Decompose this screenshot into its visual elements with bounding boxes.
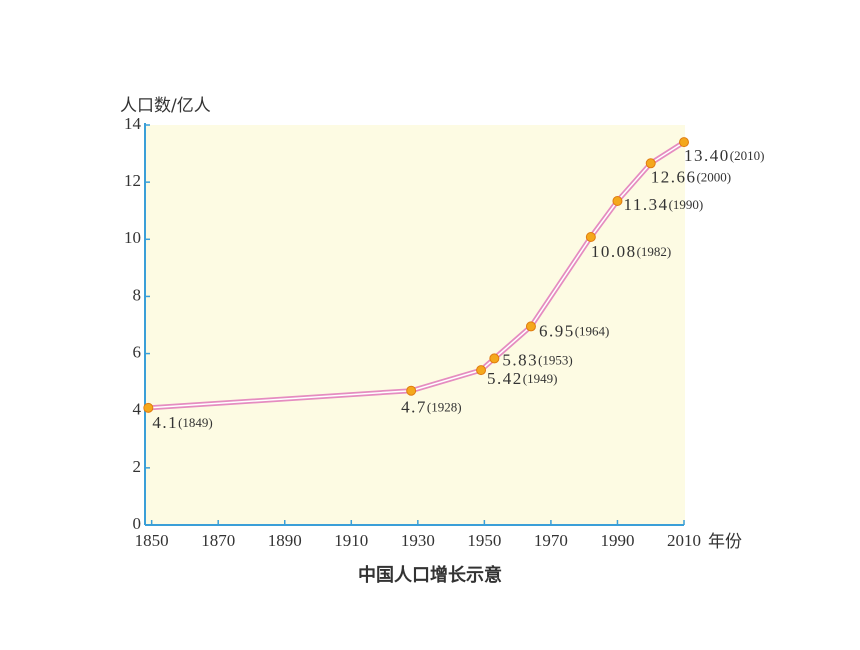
chart-title: 中国人口增长示意 bbox=[358, 564, 502, 586]
x-tick-label: 1950 bbox=[467, 531, 501, 550]
y-tick-label: 4 bbox=[133, 400, 142, 419]
data-label: 5.42(1949) bbox=[487, 369, 557, 388]
y-tick-label: 2 bbox=[133, 457, 142, 476]
data-label: 6.95(1964) bbox=[539, 321, 609, 340]
point bbox=[489, 353, 500, 364]
data-label-value: 10.08 bbox=[591, 242, 637, 261]
y-tick-label: 10 bbox=[124, 228, 141, 247]
data-label-value: 12.66 bbox=[651, 167, 697, 186]
point bbox=[679, 137, 689, 148]
x-tick-label: 1930 bbox=[401, 531, 435, 550]
x-tick-label: 1870 bbox=[201, 531, 235, 550]
point bbox=[585, 232, 596, 242]
point bbox=[645, 158, 656, 169]
data-label-year: (1953) bbox=[538, 352, 573, 367]
data-label-year: (1964) bbox=[575, 323, 610, 338]
y-tick-label: 8 bbox=[133, 285, 142, 304]
data-label-value: 11.34 bbox=[623, 195, 668, 214]
data-label: 13.40(2010) bbox=[684, 146, 764, 165]
data-label-year: (1849) bbox=[178, 415, 213, 430]
y-tick-label: 12 bbox=[124, 171, 141, 190]
data-label-value: 5.42 bbox=[487, 369, 523, 388]
x-tick-label: 1970 bbox=[534, 531, 568, 550]
data-label-value: 4.1 bbox=[152, 413, 178, 432]
data-label: 11.34(1990) bbox=[623, 195, 703, 214]
point bbox=[406, 385, 417, 396]
data-label-year: (1949) bbox=[523, 371, 558, 386]
data-label: 10.08(1982) bbox=[591, 242, 671, 261]
data-label: 12.66(2000) bbox=[651, 167, 731, 186]
data-label-year: (1982) bbox=[637, 244, 672, 259]
y-tick-label: 0 bbox=[133, 514, 142, 533]
x-tick-label: 1910 bbox=[334, 531, 368, 550]
data-label-year: (2000) bbox=[696, 169, 731, 184]
x-axis-label: 年份 bbox=[708, 532, 742, 552]
point bbox=[612, 196, 623, 206]
data-label: 4.7(1928) bbox=[401, 398, 461, 417]
x-tick-label: 1850 bbox=[135, 531, 169, 550]
point bbox=[143, 402, 154, 413]
data-label-value: 4.7 bbox=[401, 398, 427, 417]
data-label: 5.83(1953) bbox=[502, 350, 572, 369]
data-label-value: 5.83 bbox=[502, 350, 538, 369]
y-tick-label: 6 bbox=[133, 342, 142, 361]
data-label: 4.1(1849) bbox=[152, 413, 212, 432]
x-tick-label: 2010 bbox=[667, 531, 701, 550]
data-label-year: (1990) bbox=[669, 197, 704, 212]
data-label-value: 6.95 bbox=[539, 321, 575, 340]
x-tick-label: 1990 bbox=[600, 531, 634, 550]
x-tick-label: 1890 bbox=[268, 531, 302, 550]
y-tick-label: 14 bbox=[124, 114, 142, 133]
point bbox=[525, 321, 536, 332]
point bbox=[476, 365, 487, 376]
y-axis-label: 人口数/亿人 bbox=[120, 96, 211, 116]
data-label-value: 13.40 bbox=[684, 146, 730, 165]
data-label-year: (1928) bbox=[427, 400, 462, 415]
plot-area bbox=[145, 125, 685, 525]
data-label-year: (2010) bbox=[730, 148, 765, 163]
